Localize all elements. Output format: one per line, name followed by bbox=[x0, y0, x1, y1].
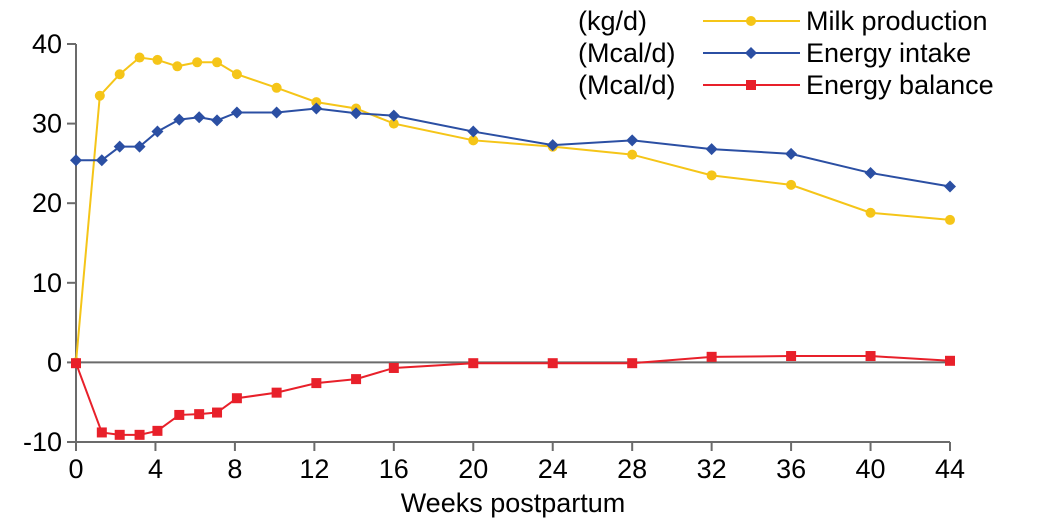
milk-production-point bbox=[706, 170, 717, 181]
x-tick-label: 28 bbox=[617, 454, 647, 484]
energy-balance-point bbox=[194, 409, 205, 420]
energy-intake-point bbox=[173, 113, 186, 126]
energy-balance-point bbox=[388, 362, 399, 373]
energy-balance-legend-marker bbox=[746, 80, 756, 90]
milk-production-legend-unit: (kg/d) bbox=[578, 6, 647, 36]
energy-balance-point bbox=[114, 429, 125, 440]
energy-intake-point bbox=[193, 111, 206, 124]
energy-balance-legend-label: Energy balance bbox=[806, 70, 994, 100]
y-tick-label: -10 bbox=[23, 427, 62, 457]
x-tick-label: 4 bbox=[148, 454, 163, 484]
energy-intake-point bbox=[95, 154, 108, 167]
y-axis-ticks: -10 0 10 20 30 40 bbox=[23, 29, 76, 457]
energy-intake-point bbox=[944, 180, 956, 193]
milk-production-point bbox=[152, 54, 163, 65]
milk-production-point bbox=[468, 135, 479, 146]
x-tick-label: 16 bbox=[379, 454, 409, 484]
milk-production-line bbox=[75, 56, 951, 363]
milk-production-point bbox=[231, 69, 242, 80]
y-tick-label: 0 bbox=[47, 347, 62, 377]
energy-intake-legend-label: Energy intake bbox=[806, 38, 971, 68]
milk-production-point bbox=[865, 207, 876, 218]
milk-production-point bbox=[786, 179, 797, 190]
milk-production-point bbox=[172, 61, 183, 72]
energy-intake-legend-unit: (Mcal/d) bbox=[578, 38, 676, 68]
energy-intake-legend-marker bbox=[745, 47, 757, 59]
energy-balance-point bbox=[786, 351, 797, 362]
x-tick-label: 36 bbox=[776, 454, 806, 484]
milk-production-point bbox=[627, 149, 638, 160]
energy-balance-series bbox=[71, 351, 955, 440]
milk-production-legend-marker bbox=[746, 16, 756, 26]
energy-balance-point bbox=[152, 425, 163, 436]
x-tick-label: 40 bbox=[856, 454, 886, 484]
milk-production-point bbox=[94, 90, 105, 101]
energy-intake-point bbox=[350, 107, 363, 120]
y-tick-label: 40 bbox=[32, 29, 62, 59]
energy-intake-line bbox=[76, 107, 951, 188]
energy-intake-point bbox=[211, 114, 224, 127]
y-tick-label: 20 bbox=[32, 188, 62, 218]
milk-production-point bbox=[388, 118, 399, 129]
energy-intake-point bbox=[230, 106, 243, 119]
energy-balance-point bbox=[174, 409, 185, 420]
x-tick-label: 32 bbox=[697, 454, 727, 484]
y-tick-label: 30 bbox=[32, 109, 62, 139]
energy-balance-point bbox=[212, 407, 223, 418]
energy-intake-point bbox=[387, 109, 400, 122]
x-tick-label: 20 bbox=[458, 454, 488, 484]
x-tick-label: 24 bbox=[538, 454, 568, 484]
milk-production-point bbox=[114, 69, 125, 80]
energy-intake-point bbox=[113, 140, 126, 153]
energy-balance-point bbox=[865, 351, 876, 362]
energy-intake-point bbox=[864, 166, 877, 179]
energy-intake-point bbox=[785, 147, 798, 160]
energy-intake-point bbox=[133, 140, 146, 153]
energy-balance-point bbox=[271, 387, 282, 398]
energy-balance-point bbox=[945, 355, 955, 366]
energy-balance-point bbox=[706, 351, 717, 362]
energy-intake-point bbox=[546, 139, 559, 152]
energy-balance-point bbox=[71, 358, 81, 369]
milk-production-point bbox=[192, 57, 203, 68]
energy-balance-point bbox=[547, 358, 558, 369]
energy-balance-point bbox=[231, 393, 242, 404]
energy-balance-point bbox=[311, 378, 322, 389]
energy-intake-point bbox=[70, 154, 82, 167]
axes bbox=[75, 44, 950, 443]
x-tick-label: 12 bbox=[299, 454, 329, 484]
x-tick-label: 8 bbox=[227, 454, 242, 484]
energy-intake-point bbox=[270, 106, 283, 119]
x-axis-ticks: 0 4 8 12 16 20 24 28 32 36 40 44 bbox=[68, 442, 965, 484]
legend: (kg/d) Milk production (Mcal/d) Energy inta… bbox=[578, 6, 994, 100]
milk-production-point bbox=[212, 57, 223, 68]
energy-balance-legend-unit: (Mcal/d) bbox=[578, 70, 676, 100]
energy-intake-point bbox=[705, 143, 718, 156]
energy-balance-point bbox=[627, 358, 638, 369]
energy-intake-point bbox=[626, 134, 639, 147]
milk-production-legend-label: Milk production bbox=[806, 6, 988, 36]
milk-production-point bbox=[945, 214, 955, 225]
milk-production-point bbox=[271, 82, 282, 93]
energy-intake-point bbox=[310, 102, 323, 115]
y-tick-label: 10 bbox=[32, 268, 62, 298]
energy-balance-line bbox=[75, 355, 951, 436]
x-tick-label: 0 bbox=[68, 454, 83, 484]
energy-intake-point bbox=[151, 125, 164, 138]
milk-production-point bbox=[311, 97, 322, 108]
energy-balance-point bbox=[134, 429, 145, 440]
energy-intake-point bbox=[467, 125, 480, 138]
energy-balance-point bbox=[468, 358, 479, 369]
milk-production-point bbox=[134, 52, 145, 63]
x-tick-label: 44 bbox=[935, 454, 965, 484]
x-axis-title: Weeks postpartum bbox=[401, 488, 626, 518]
energy-balance-point bbox=[351, 374, 362, 385]
energy-intake-series bbox=[70, 102, 956, 193]
series-layer bbox=[70, 52, 956, 440]
energy-balance-point bbox=[96, 427, 107, 438]
